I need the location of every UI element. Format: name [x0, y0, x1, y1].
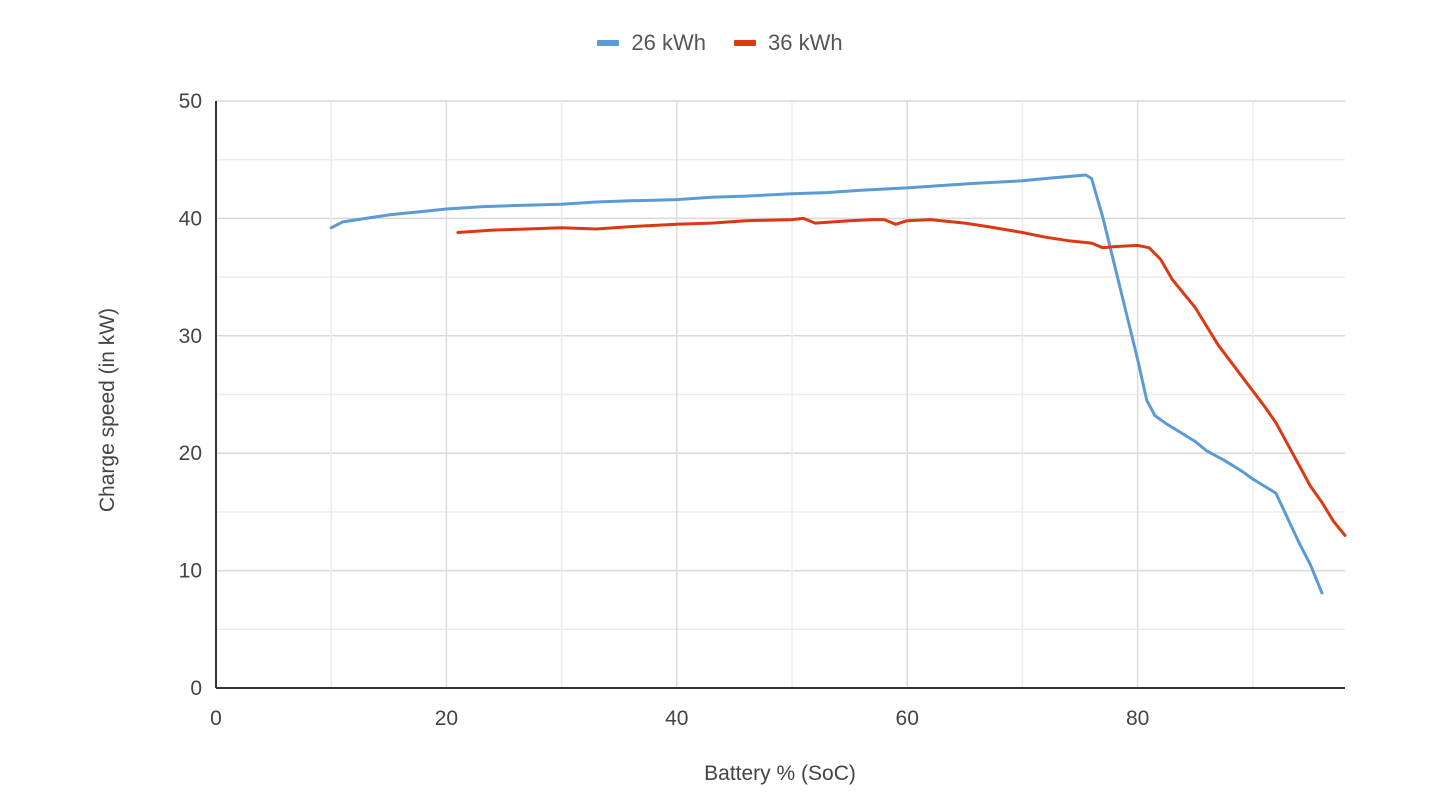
series-line-36-kwh[interactable]	[456, 216, 1347, 537]
data-series	[329, 173, 1347, 595]
chart-legend: 26 kWh 36 kWh	[0, 30, 1440, 56]
x-tick-label: 20	[435, 707, 458, 730]
x-tick-label: 40	[665, 707, 688, 730]
y-tick-label: 10	[179, 560, 202, 583]
series-line-26-kwh[interactable]	[329, 173, 1324, 595]
y-tick-label: 40	[179, 207, 202, 230]
x-tick-label: 60	[896, 707, 919, 730]
legend-swatch-red-icon	[734, 40, 756, 46]
y-tick-label: 50	[179, 90, 202, 113]
tick-labels: 0 10 20 30 40 50 0 20 40 60 80	[179, 90, 1150, 730]
legend-item-26kwh[interactable]: 26 kWh	[597, 30, 706, 56]
y-tick-label: 30	[179, 325, 202, 348]
x-tick-label: 0	[210, 707, 222, 730]
y-axis-title: Charge speed (in kW)	[96, 307, 119, 513]
x-tick-label: 80	[1126, 707, 1149, 730]
legend-swatch-blue-icon	[597, 40, 620, 46]
legend-item-36kwh[interactable]: 36 kWh	[734, 30, 843, 56]
y-tick-label: 0	[190, 677, 202, 700]
axes	[215, 101, 1345, 689]
y-tick-label: 20	[179, 442, 202, 465]
x-axis-title: Battery % (SoC)	[704, 762, 856, 785]
legend-label: 26 kWh	[631, 30, 706, 55]
grid-lines	[216, 100, 1345, 689]
legend-label: 36 kWh	[768, 30, 843, 55]
